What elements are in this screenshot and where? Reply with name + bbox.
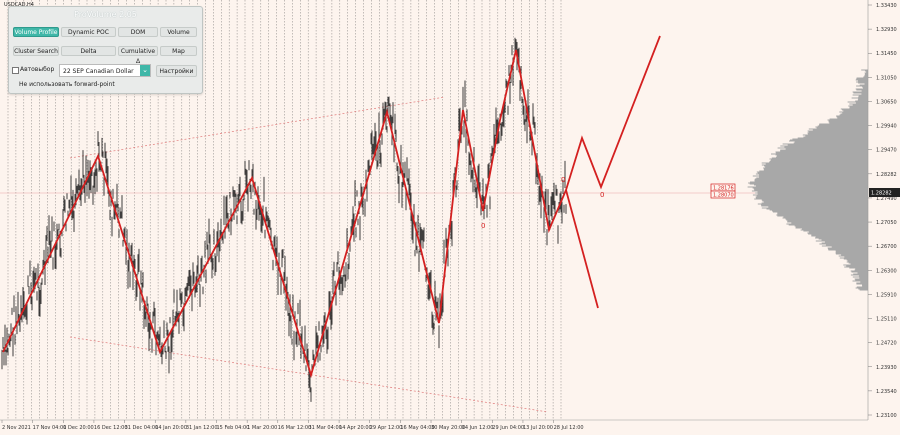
price-tick-label: 1.29470 bbox=[876, 148, 897, 154]
panel-title: ProVolume 2.05 bbox=[74, 10, 137, 19]
price-tick-label: 1.23930 bbox=[876, 365, 897, 371]
price-axis: 1.33430 1.32930 1.31450 1.31050 1.30650 1.299… bbox=[868, 3, 900, 419]
time-tick-label: 16 May 04:00 bbox=[400, 425, 434, 431]
autoselect-checkbox[interactable] bbox=[12, 67, 19, 74]
time-tick-label: 31 Jan 12:00 bbox=[186, 425, 218, 431]
time-tick-label: 28 Jul 12:00 bbox=[554, 425, 584, 431]
time-tick-label: 14 Jan 20:00 bbox=[155, 425, 187, 431]
chevron-down-icon[interactable]: ⌄ bbox=[140, 65, 150, 76]
instrument-select[interactable]: 22 SEP Canadian Dollar ⌄ bbox=[59, 64, 151, 77]
price-tick-label: 1.32930 bbox=[876, 27, 897, 33]
autoselect-label: Автовыбор bbox=[20, 66, 55, 73]
price-tick-label: 1.25910 bbox=[876, 292, 897, 298]
price-tick-label: 1.31050 bbox=[876, 75, 897, 81]
symbol-label: USDCAD,H4 bbox=[4, 2, 34, 8]
price-box-label: 1.28176 bbox=[713, 186, 734, 192]
cluster-search-button[interactable]: Cluster Search bbox=[13, 46, 59, 56]
price-tick-label: 1.23540 bbox=[876, 389, 897, 395]
price-tick-label: 1.31450 bbox=[876, 51, 897, 57]
wave-label: 0 bbox=[481, 222, 485, 230]
price-tick-label: 1.27490 bbox=[876, 196, 897, 202]
delta-button[interactable]: Delta bbox=[61, 46, 116, 56]
time-tick-label: 31 Mar 04:00 bbox=[308, 425, 341, 431]
time-tick-label: 29 Jun 04:00 bbox=[492, 425, 524, 431]
wave-label: 0 bbox=[600, 191, 604, 199]
time-tick-label: 17 Nov 04:00 bbox=[33, 425, 67, 431]
price-box bbox=[710, 190, 736, 199]
wave-label: 0 bbox=[561, 176, 565, 184]
time-tick-label: 1 Mar 20:00 bbox=[247, 425, 277, 431]
price-tick-label: 1.28282 bbox=[876, 172, 897, 178]
volume-profile-histogram bbox=[747, 69, 868, 291]
map-button[interactable]: Map bbox=[160, 46, 197, 56]
price-tick-label: 1.29940 bbox=[876, 124, 897, 130]
forward-point-label: Не использовать forward-point bbox=[19, 81, 115, 88]
dom-button[interactable]: DOM bbox=[118, 27, 158, 37]
time-tick-label: 1 Dec 20:00 bbox=[63, 425, 93, 431]
projection-up bbox=[565, 35, 661, 191]
instrument-value: 22 SEP Canadian Dollar bbox=[63, 68, 134, 75]
price-tick-label: 1.26300 bbox=[876, 268, 897, 274]
time-axis: 2 Nov 2021 17 Nov 04:001 Dec 20:00 16 Dec … bbox=[1, 420, 584, 431]
time-tick-label: 31 Dec 04:00 bbox=[125, 425, 159, 431]
wave-labels: 0 0 0 bbox=[481, 176, 604, 230]
time-tick-label: 13 Jul 20:00 bbox=[523, 425, 553, 431]
volume-button[interactable]: Volume bbox=[160, 27, 197, 37]
price-tick-label: 1.33430 bbox=[876, 3, 897, 9]
price-tick-label: 1.25110 bbox=[876, 317, 897, 323]
zigzag-wave bbox=[2, 49, 567, 379]
settings-button[interactable]: Настройки bbox=[156, 65, 197, 77]
provolume-panel[interactable]: ProVolume 2.05 Volume Profile Dynamic PO… bbox=[8, 6, 203, 94]
projection-down bbox=[565, 189, 599, 309]
time-tick-label: 14 Apr 20:00 bbox=[339, 425, 372, 431]
volume-profile-path bbox=[747, 69, 868, 291]
cumulative-delta-button[interactable]: Cumulative Δ bbox=[118, 46, 158, 65]
time-tick-label: 2 Nov 2021 bbox=[2, 425, 31, 431]
price-tick-label: 1.27050 bbox=[876, 220, 897, 226]
time-tick-label: 16 Dec 12:00 bbox=[94, 425, 128, 431]
time-tick-label: 29 Apr 12:00 bbox=[370, 425, 403, 431]
price-tick-label: 1.24720 bbox=[876, 341, 897, 347]
time-tick-label: 16 Mar 12:00 bbox=[278, 425, 311, 431]
price-box-label: 1.28070 bbox=[713, 193, 734, 199]
time-tick-label: 14 Jun 12:00 bbox=[462, 425, 494, 431]
current-price-label: 1.28282 bbox=[871, 191, 892, 197]
price-tick-label: 1.26700 bbox=[876, 244, 897, 250]
time-tick-label: 30 May 20:00 bbox=[431, 425, 465, 431]
dynamic-poc-button[interactable]: Dynamic POC bbox=[61, 27, 116, 37]
price-tick-label: 1.23100 bbox=[876, 413, 897, 419]
volume-profile-button[interactable]: Volume Profile bbox=[13, 27, 59, 37]
current-price-tag bbox=[869, 188, 900, 197]
time-tick-label: 15 Feb 04:00 bbox=[217, 425, 250, 431]
price-tick-label: 1.30650 bbox=[876, 99, 897, 105]
